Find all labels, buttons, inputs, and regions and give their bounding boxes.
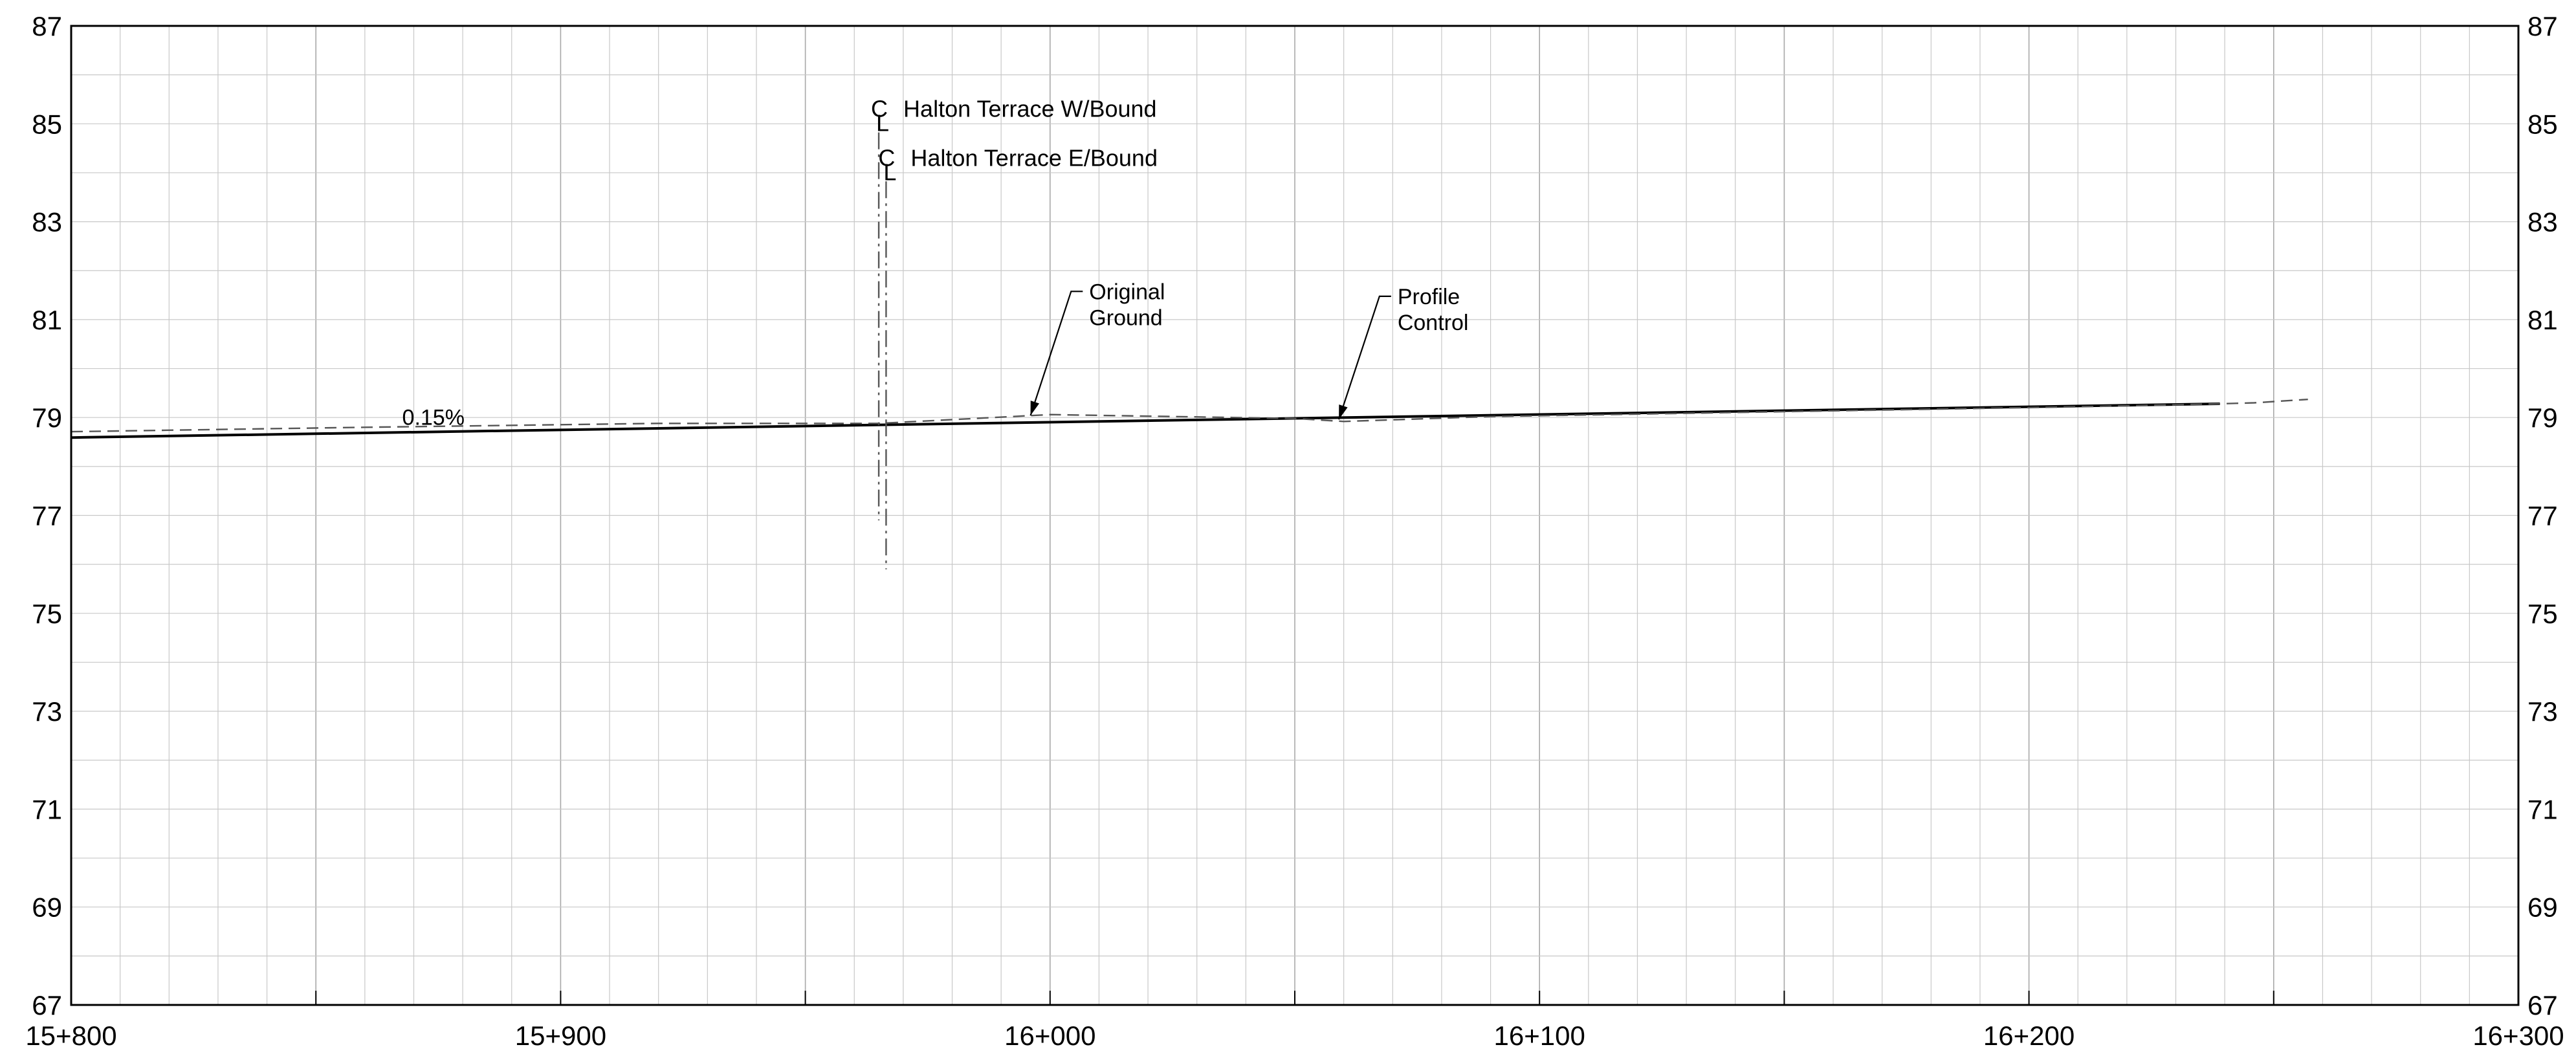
- y-tick-label-right: 77: [2527, 501, 2558, 531]
- centerline-symbol: C: [871, 96, 888, 122]
- y-tick-label-right: 75: [2527, 599, 2558, 629]
- y-tick-label-left: 87: [32, 11, 62, 41]
- annotation-label: Original: [1089, 280, 1165, 304]
- y-tick-label-left: 67: [32, 990, 62, 1020]
- y-tick-label-left: 75: [32, 599, 62, 629]
- y-tick-label-right: 67: [2527, 990, 2558, 1020]
- annotation-arrowhead: [1339, 404, 1348, 420]
- x-tick-label: 15+900: [515, 1020, 606, 1051]
- y-tick-label-right: 87: [2527, 11, 2558, 41]
- x-tick-label: 16+200: [1983, 1020, 2075, 1051]
- y-tick-label-right: 71: [2527, 794, 2558, 824]
- y-tick-label-right: 81: [2527, 305, 2558, 335]
- x-tick-label: 15+800: [25, 1020, 116, 1051]
- y-tick-label-right: 73: [2527, 696, 2558, 727]
- centerline-symbol-sub: L: [876, 110, 889, 137]
- series-lines: [71, 399, 2308, 439]
- y-tick-label-right: 79: [2527, 402, 2558, 433]
- centerline-label: Halton Terrace W/Bound: [903, 96, 1157, 122]
- original-ground-line: [71, 399, 2308, 433]
- y-tick-label-left: 83: [32, 207, 62, 237]
- y-tick-label-left: 71: [32, 794, 62, 824]
- annotation-label: Ground: [1089, 305, 1162, 330]
- annotation-label: Profile: [1398, 285, 1460, 309]
- x-tick-label: 16+100: [1494, 1020, 1585, 1051]
- y-tick-label-right: 85: [2527, 109, 2558, 139]
- profile-control-line: [71, 402, 2220, 439]
- annotation-leader: [1338, 295, 1391, 420]
- y-tick-label-right: 83: [2527, 207, 2558, 237]
- annotation-arrowhead: [1030, 401, 1040, 416]
- grid: [71, 26, 2518, 1005]
- y-tick-label-left: 79: [32, 402, 62, 433]
- y-tick-label-left: 73: [32, 696, 62, 727]
- y-tick-label-left: 85: [32, 109, 62, 139]
- x-tick-label: 16+300: [2472, 1020, 2564, 1051]
- x-tick-label: 16+000: [1004, 1020, 1095, 1051]
- y-tick-label-left: 69: [32, 892, 62, 923]
- centerline-label: Halton Terrace E/Bound: [910, 144, 1158, 171]
- centerline-symbol: C: [878, 144, 895, 171]
- y-tick-label-left: 77: [32, 501, 62, 531]
- y-tick-label-right: 69: [2527, 892, 2558, 923]
- y-tick-label-left: 81: [32, 305, 62, 335]
- annotation-leader: [1029, 291, 1083, 416]
- centerline-symbol-sub: L: [883, 159, 896, 185]
- slope-label: 0.15%: [402, 406, 465, 430]
- annotation-label: Control: [1398, 311, 1469, 335]
- plot-frame: [70, 25, 2520, 1006]
